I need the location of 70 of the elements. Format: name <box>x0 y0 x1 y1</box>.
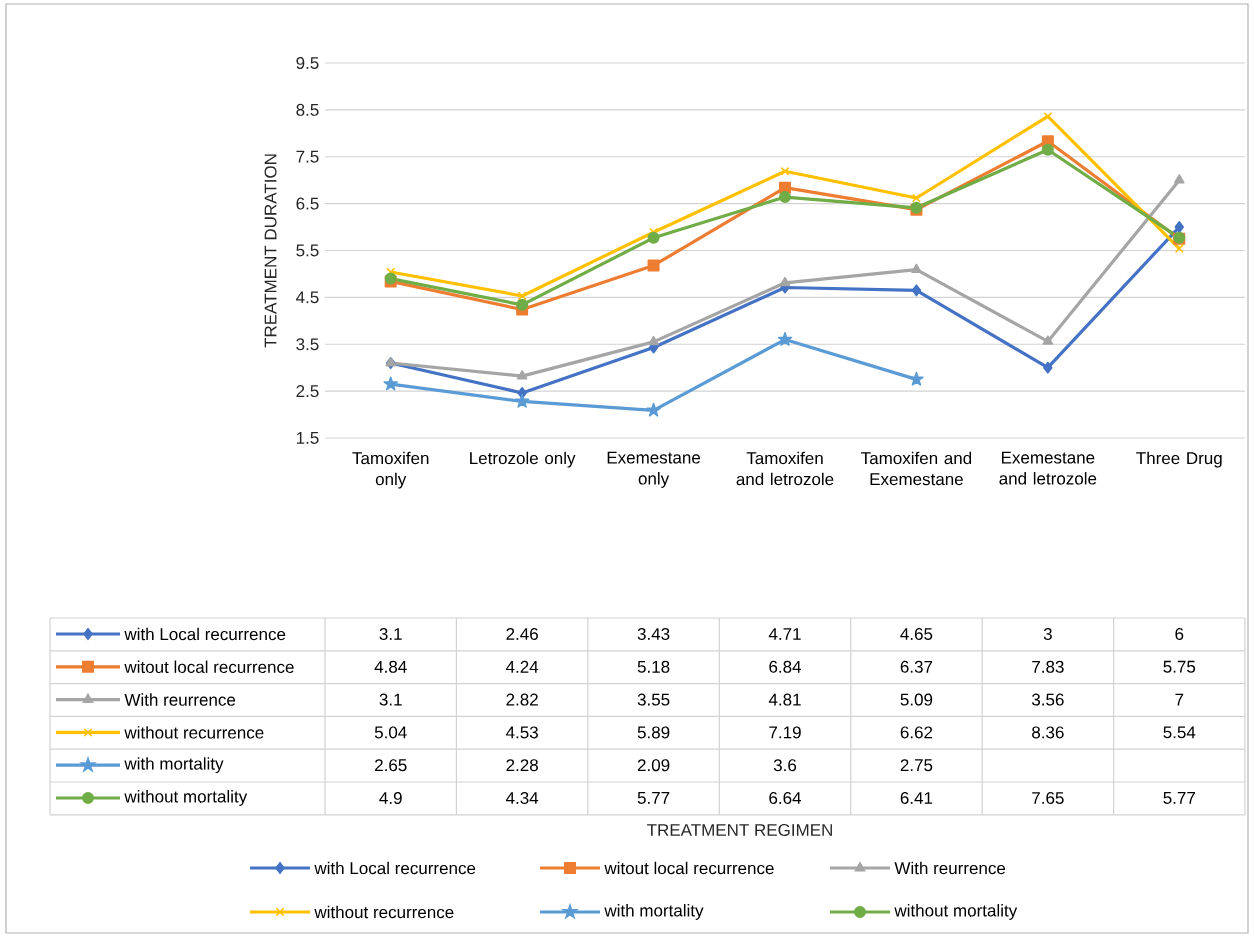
y-tick-label: 4.5 <box>296 291 319 304</box>
y-tick-label: 8.5 <box>296 103 319 116</box>
data-label: 6.37 <box>900 660 933 673</box>
text: With reurrence <box>894 861 1006 875</box>
data-label: 4.81 <box>768 693 801 706</box>
data-label: 7.83 <box>1032 660 1064 673</box>
y-tick-label: 1.5 <box>296 432 319 444</box>
x-tick-label: Letrozole only <box>470 451 576 468</box>
y-tick-label: 9.5 <box>296 56 319 69</box>
data-label: 3.1 <box>379 627 402 640</box>
data-label: 5.77 <box>1163 792 1195 804</box>
data-label: 2.75 <box>900 759 933 772</box>
data-label: 4.53 <box>505 726 538 739</box>
legend-label: without mortality <box>124 790 248 806</box>
data-label: 4.84 <box>374 660 407 673</box>
data-label: 3.55 <box>637 693 670 706</box>
x-tick-label: Tamoxifen and letrozole <box>736 451 834 486</box>
data-label: 4.71 <box>768 628 801 640</box>
data-label: 4.24 <box>505 660 539 673</box>
text: with mortality <box>604 904 704 920</box>
data-label: 3.6 <box>773 759 797 772</box>
x-tick-label: Tamoxifen only <box>352 451 429 489</box>
text: with Local recurrence <box>314 861 476 875</box>
data-label: 5.18 <box>637 660 670 673</box>
data-label: 2.46 <box>506 627 538 640</box>
legend-label: witout local recurrence <box>124 660 294 674</box>
data-label: 2.65 <box>375 759 407 772</box>
legend-label: without recurrence <box>124 726 264 739</box>
data-label: 2.28 <box>506 759 538 772</box>
data-label: 4.65 <box>900 627 933 640</box>
legend-label: With reurrence <box>124 693 236 706</box>
y-tick-label: 6.5 <box>296 197 319 210</box>
data-label: 6.64 <box>769 791 802 804</box>
text: TREATMENT REGIMEN <box>647 823 832 836</box>
legend-label: with Local recurrence <box>124 627 286 641</box>
data-label: 4.9 <box>379 791 402 804</box>
x-tick-label: Exemestane and letrozole <box>999 451 1097 485</box>
data-label: 6.41 <box>900 791 933 804</box>
data-label: 6 <box>1175 627 1184 640</box>
data-label: 7.65 <box>1032 791 1064 804</box>
data-label: 5.89 <box>637 726 670 739</box>
data-label: 3.43 <box>637 627 670 640</box>
y-axis-title: TREATMENT DURATION <box>264 154 277 348</box>
data-label: 3.56 <box>1031 693 1064 706</box>
data-label: 5.04 <box>374 726 407 739</box>
text: without mortality <box>894 904 1018 920</box>
data-label: 3 <box>1043 627 1052 640</box>
data-label: 3.1 <box>379 693 402 706</box>
data-label: 5.09 <box>900 693 933 706</box>
y-tick-label: 5.5 <box>296 244 319 257</box>
y-tick-label: 3.5 <box>296 338 319 351</box>
data-label: 2.82 <box>506 693 538 706</box>
data-label: 4.34 <box>505 791 539 804</box>
data-label: 8.36 <box>1032 726 1064 739</box>
data-label: 5.77 <box>637 792 670 804</box>
x-tick-label: Three Drug <box>1136 451 1222 468</box>
data-label: 5.75 <box>1163 660 1196 673</box>
data-label: 6.62 <box>900 726 933 739</box>
x-tick-label: Tamoxifen and Exemestane <box>861 451 972 486</box>
data-label: 2.09 <box>637 759 670 772</box>
text: without recurrence <box>314 905 454 919</box>
legend-label: with mortality <box>124 757 224 774</box>
data-label: 7.19 <box>769 726 801 739</box>
x-tick-label: Exemestane only <box>607 451 701 488</box>
text: witout local recurrence <box>604 861 774 875</box>
y-tick-label: 2.5 <box>296 385 319 398</box>
data-label: 7 <box>1175 693 1184 706</box>
y-tick-label: 7.5 <box>296 150 319 163</box>
data-label: 5.54 <box>1163 726 1196 739</box>
data-label: 6.84 <box>769 660 802 673</box>
